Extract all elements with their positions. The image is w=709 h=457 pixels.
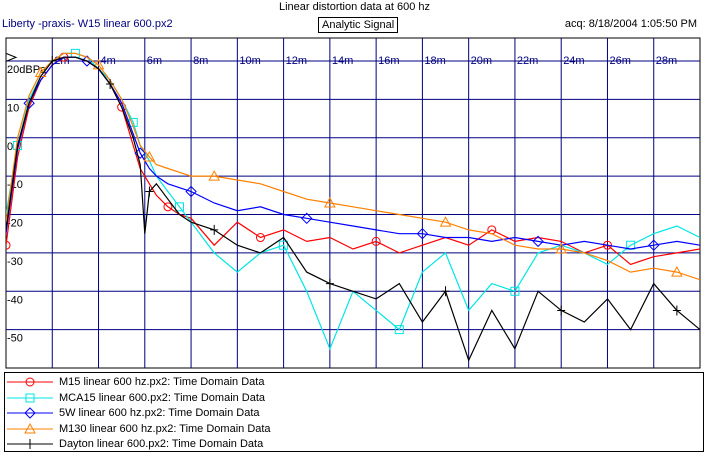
triangle-marker: [324, 196, 336, 208]
cross-marker: [557, 305, 566, 316]
legend: M15 linear 600 hz.px2: Time Domain Data M…: [4, 372, 704, 452]
y-tick-label: 10: [7, 102, 19, 114]
diamond-marker: [648, 239, 660, 251]
legend-entry[interactable]: Dayton linear 600.px2: Time Domain Data: [5, 437, 703, 451]
series-line: [6, 52, 700, 281]
series-5: [6, 56, 700, 362]
diamond-marker: [301, 212, 313, 225]
legend-swatch: [7, 439, 53, 449]
diamond-marker: [416, 227, 429, 240]
triangle-marker: [143, 150, 156, 162]
diamond-marker: [23, 97, 35, 109]
legend-entry[interactable]: M130 linear 600 hz.px2: Time Domain Data: [5, 422, 703, 436]
legend-entry[interactable]: MCA15 linear 600.px2: Time Domain Data: [5, 391, 703, 405]
reference-marker: [5, 52, 18, 62]
cross-marker: [106, 79, 115, 90]
legend-entry[interactable]: M15 linear 600 hz.px2: Time Domain Data: [5, 375, 703, 389]
series-line: [6, 56, 700, 362]
y-tick-label: -50: [7, 333, 23, 345]
diamond-marker: [532, 235, 544, 248]
diamond-marker: [24, 407, 36, 419]
triangle-marker: [208, 170, 221, 181]
circle-marker: [163, 202, 173, 212]
cross-marker: [441, 286, 450, 297]
acquisition-timestamp: acq: 8/18/2004 1:05:50 PM: [564, 18, 697, 30]
circle-marker: [25, 377, 35, 387]
diamond-marker: [185, 185, 197, 198]
cross-marker: [26, 439, 34, 449]
circle-marker: [602, 240, 612, 250]
legend-swatch: [7, 377, 53, 387]
cross-marker: [145, 186, 154, 197]
circle-marker: [371, 236, 381, 246]
square-marker: [510, 286, 520, 296]
y-tick-label: -30: [7, 256, 23, 268]
legend-label: M130 linear 600 hz.px2: Time Domain Data: [59, 422, 271, 435]
cross-marker: [210, 224, 219, 235]
square-marker: [25, 393, 35, 402]
legend-swatch: [7, 407, 53, 419]
chart-title: Linear distortion data at 600 hz: [278, 1, 431, 13]
legend-swatch: [7, 393, 53, 402]
circle-marker: [255, 233, 265, 243]
legend-swatch: [7, 422, 53, 433]
triangle-marker: [555, 243, 568, 254]
square-marker: [279, 240, 289, 250]
cross-marker: [48, 56, 57, 67]
y-tick-label: 20dBPa: [7, 64, 47, 76]
analytic-signal-badge[interactable]: Analytic Signal: [318, 17, 399, 33]
plot-area[interactable]: 2m 4m 6m 8m 10m 12m 14m 16m 18m 20m 22m 24m 26m 28m20…: [0, 34, 709, 370]
source-file-label: Liberty -praxis- W15 linear 600.px2: [2, 18, 173, 30]
legend-label: Dayton linear 600.px2: Time Domain Data: [59, 438, 264, 450]
series-4: [6, 52, 700, 281]
triangle-marker: [671, 266, 683, 277]
cross-marker: [325, 278, 334, 289]
square-marker: [394, 325, 404, 335]
legend-label: MCA15 linear 600.px2: Time Domain Data: [59, 391, 266, 404]
legend-label: 5W linear 600 hz.px2: Time Domain Data: [59, 407, 260, 419]
triangle-marker: [24, 422, 36, 433]
y-tick-label: -20: [7, 218, 23, 230]
plot-frame: [5, 37, 701, 369]
triangle-marker: [439, 216, 452, 227]
y-tick-label: 0: [7, 141, 13, 153]
legend-label: M15 linear 600 hz.px2: Time Domain Data: [59, 376, 265, 388]
circle-marker: [6, 240, 11, 250]
cross-marker: [672, 305, 681, 316]
legend-entry[interactable]: 5W linear 600 hz.px2: Time Domain Data: [5, 406, 703, 420]
square-marker: [175, 202, 184, 212]
y-tick-label: -40: [7, 294, 23, 306]
